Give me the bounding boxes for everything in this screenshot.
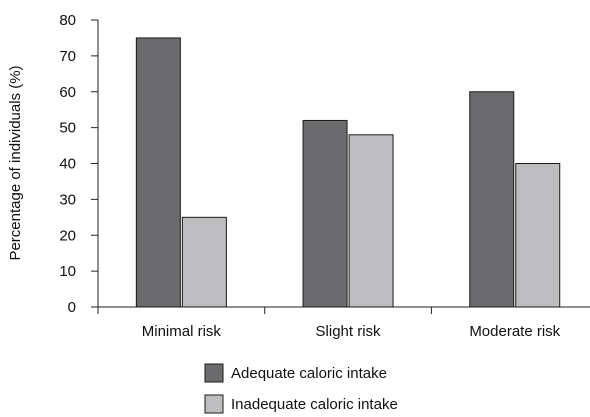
y-tick-label: 70 — [59, 48, 76, 65]
bar-inadequate — [181, 216, 227, 308]
bar-inadequate — [348, 134, 394, 308]
bar-adequate — [135, 37, 181, 308]
y-tick-label: 40 — [59, 156, 76, 173]
bar-adequate — [469, 91, 515, 308]
x-axis: Minimal risk Slight risk Moderate risk — [97, 306, 590, 340]
x-tick-label: Slight risk — [316, 323, 382, 340]
x-tick-label: Moderate risk — [469, 323, 560, 340]
y-axis-title: Percentage of individuals (%) — [7, 65, 24, 260]
y-tick-label: 20 — [59, 227, 76, 244]
y-tick-label: 50 — [59, 120, 76, 137]
y-tick-label: 10 — [59, 263, 76, 280]
bar-inadequate — [515, 163, 561, 308]
y-axis: 0 10 20 30 40 50 60 70 80 — [59, 12, 99, 316]
legend-swatch — [204, 363, 224, 383]
legend: Adequate caloric intake Inadequate calori… — [204, 363, 398, 414]
y-tick-label: 80 — [59, 12, 76, 29]
legend-swatch — [204, 394, 224, 414]
legend-label: Inadequate caloric intake — [231, 396, 398, 413]
bar-adequate — [302, 119, 348, 308]
bars — [135, 37, 561, 308]
x-tick-label: Minimal risk — [142, 323, 222, 340]
y-tick-label: 60 — [59, 84, 76, 101]
y-tick-label: 0 — [68, 299, 76, 316]
legend-label: Adequate caloric intake — [231, 365, 387, 382]
y-tick-label: 30 — [59, 191, 76, 208]
